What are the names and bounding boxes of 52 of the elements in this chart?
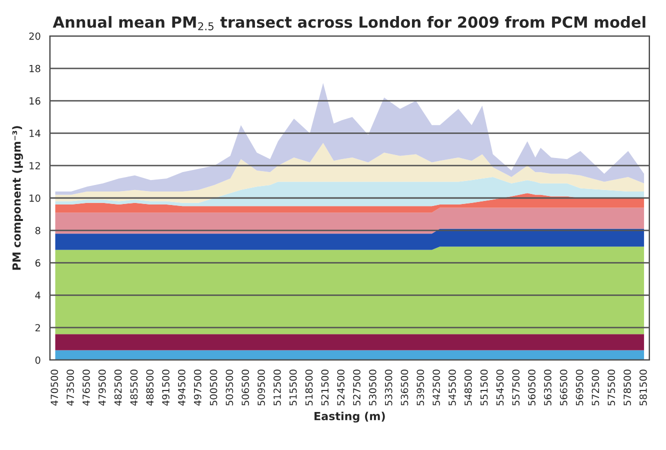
x-tick-label: 488500 (146, 370, 154, 406)
x-tick-label: 560500 (528, 370, 536, 406)
x-tick-label: 575500 (608, 370, 616, 406)
y-tick-label: 20 (29, 32, 40, 40)
x-tick-label: 581500 (640, 370, 647, 406)
x-tick-label: 566500 (560, 370, 568, 406)
y-tick-label: 6 (35, 259, 40, 267)
y-tick-label: 14 (30, 130, 40, 137)
x-tick-label: 500500 (210, 370, 218, 406)
x-tick-label: 533500 (384, 370, 392, 406)
x-tick-label: 479500 (98, 370, 106, 406)
x-tick-label: 470500 (50, 370, 58, 406)
x-tick-label: 572500 (592, 370, 600, 406)
x-tick-label: 473500 (66, 370, 74, 406)
y-tick-label: 4 (35, 292, 40, 299)
y-tick-label: 18 (30, 64, 40, 72)
x-tick-label: 530500 (368, 370, 376, 406)
chart-title: Annual mean PM$_{2.5}$ transect across London for 2009 from PCM model (52, 16, 646, 30)
x-tick-label: 485500 (130, 370, 138, 406)
y-tick-label: 16 (30, 97, 40, 105)
x-tick-label: 545500 (448, 370, 456, 406)
x-tick-label: 494500 (178, 370, 186, 406)
x-tick-label: 539500 (416, 370, 424, 406)
x-tick-label: 512500 (274, 370, 281, 406)
x-tick-label: 578500 (624, 370, 631, 406)
x-tick-label: 548500 (464, 370, 472, 406)
y-tick-label: 2 (35, 324, 40, 332)
x-tick-label: 506500 (242, 370, 250, 406)
y-tick-label: 0 (35, 356, 40, 364)
x-tick-label: 563500 (544, 370, 552, 406)
x-tick-label: 491500 (162, 370, 170, 406)
x-tick-label: 554500 (496, 370, 504, 406)
x-tick-label: 536500 (400, 370, 408, 406)
y-tick-label: 8 (35, 226, 40, 234)
y-tick-label: 12 (30, 162, 40, 170)
x-tick-label: 551500 (480, 370, 488, 406)
x-tick-label: 527500 (353, 370, 360, 406)
x-axis-title: Easting (m) (314, 412, 385, 423)
x-tick-label: 521500 (321, 370, 329, 406)
x-tick-label: 497500 (194, 370, 202, 406)
x-tick-label: 557500 (512, 370, 520, 406)
x-tick-label: 509500 (258, 370, 265, 406)
x-tick-label: 503500 (226, 370, 234, 406)
x-tick-label: 476500 (82, 370, 90, 406)
x-tick-label: 542500 (432, 370, 440, 406)
y-axis-title: PM component (µgm⁻³) (12, 126, 23, 270)
x-tick-label: 518500 (305, 370, 313, 406)
x-tick-label: 569500 (576, 370, 584, 406)
x-tick-label: 524500 (337, 370, 345, 406)
x-tick-label: 515500 (289, 370, 297, 406)
y-tick-label: 10 (30, 194, 40, 202)
x-tick-label: 482500 (114, 370, 122, 406)
